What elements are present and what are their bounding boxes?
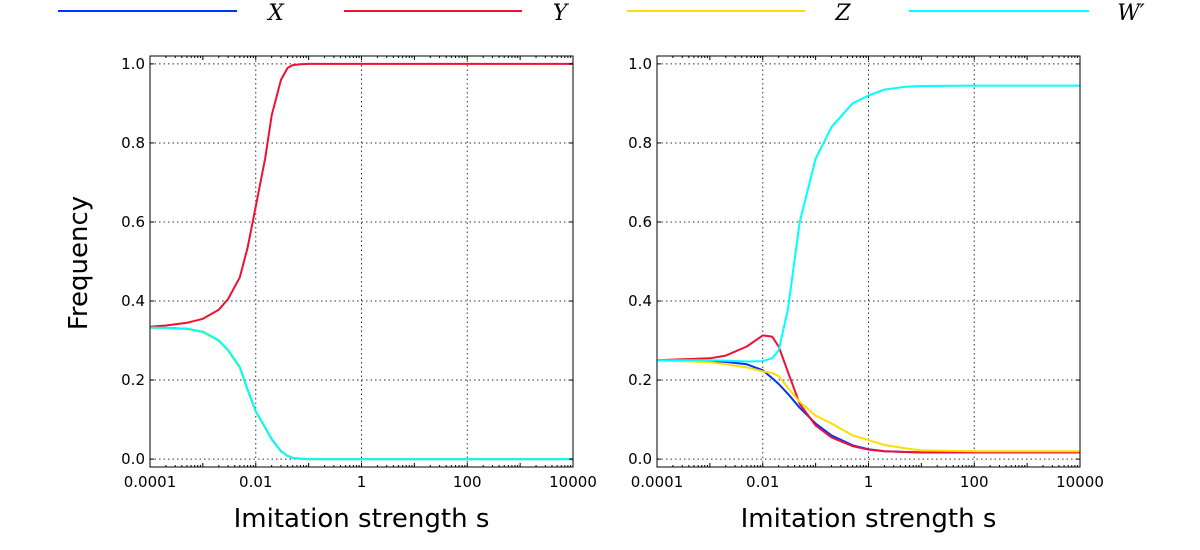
- y-tick-label: 0.2: [628, 371, 652, 389]
- x-tick-label: 0.01: [746, 473, 779, 491]
- y-tick-label: 1.0: [121, 55, 145, 73]
- left-chart: 0.0001 0.01 1 100 10000 0.0 0.2 0.4 0.6 0.8 1.0 Imi…: [121, 55, 597, 534]
- y-tick-label: 0.6: [628, 213, 652, 231]
- tick-labels: 0.0001 0.01 1 100 10000 0.0 0.2 0.4 0.6 0.8 1.0: [121, 55, 597, 491]
- series-line-w: [149, 326, 573, 461]
- legend-label-x: X: [266, 1, 285, 26]
- x-tick-label: 1: [864, 473, 874, 491]
- legend-label-w: W′: [1117, 1, 1145, 26]
- series-line-z: [656, 359, 1080, 453]
- plot-frame: [656, 55, 1081, 468]
- tick-labels: 0.0001 0.01 1 100 10000 0.0 0.2 0.4 0.6 0.8 1.0: [628, 55, 1104, 491]
- y-tick-label: 0.8: [628, 134, 652, 152]
- legend-item-x: X: [58, 1, 285, 26]
- x-tick-label: 100: [960, 473, 989, 491]
- grid: [657, 56, 1080, 467]
- legend-label-y: Y: [553, 1, 570, 26]
- plot-frame: [149, 55, 574, 468]
- grid: [150, 56, 573, 467]
- x-tick-label: 100: [453, 473, 482, 491]
- x-tick-label: 0.0001: [631, 473, 684, 491]
- series-line-w: [657, 84, 1080, 363]
- y-tick-label: 0.4: [121, 292, 145, 310]
- series-group: [656, 84, 1080, 454]
- right-chart: 0.0001 0.01 1 100 10000 0.0 0.2 0.4 0.6 0.8 1.0 Imi…: [628, 55, 1104, 534]
- y-tick-label: 0.6: [121, 213, 145, 231]
- minor-ticks: [656, 56, 1081, 467]
- y-tick-label: 0.0: [628, 450, 652, 468]
- series-group: [149, 62, 573, 461]
- x-tick-label: 0.0001: [124, 473, 177, 491]
- legend-label-z: Z: [834, 1, 851, 26]
- x-tick-label: 1: [357, 473, 367, 491]
- x-tick-label: 10000: [1056, 473, 1104, 491]
- x-axis-label: Imitation strength s: [234, 504, 490, 534]
- y-tick-label: 0.4: [628, 292, 652, 310]
- y-tick-label: 0.8: [121, 134, 145, 152]
- y-tick-label: 1.0: [628, 55, 652, 73]
- y-tick-label: 0.0: [121, 450, 145, 468]
- minor-ticks: [149, 56, 574, 467]
- series-line-y: [656, 334, 1080, 454]
- series-line-y: [149, 62, 573, 328]
- legend-item-z: Z: [627, 1, 851, 26]
- x-axis-label: Imitation strength s: [741, 504, 997, 534]
- y-tick-label: 0.2: [121, 371, 145, 389]
- legend: X Y Z W′: [58, 1, 1145, 26]
- legend-item-y: Y: [344, 1, 570, 26]
- y-axis-label: Frequency: [64, 196, 94, 330]
- x-tick-label: 10000: [549, 473, 597, 491]
- x-tick-label: 0.01: [239, 473, 272, 491]
- legend-item-w: W′: [909, 1, 1145, 26]
